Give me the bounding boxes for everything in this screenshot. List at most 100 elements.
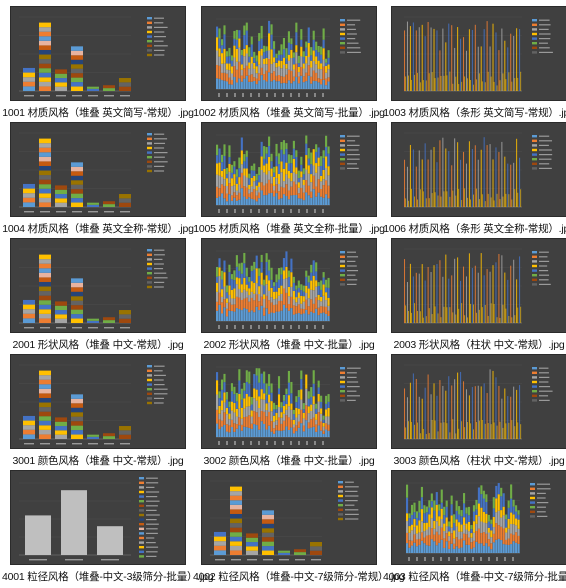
bar-segment xyxy=(280,430,283,437)
bar-segment xyxy=(240,69,243,76)
column xyxy=(97,526,123,555)
bar-segment xyxy=(250,44,253,57)
bar-segment xyxy=(327,185,330,199)
chart-thumbnail[interactable] xyxy=(10,238,186,333)
chart-thumbnail[interactable] xyxy=(391,238,566,333)
column xyxy=(415,272,417,323)
bar-segment xyxy=(423,531,426,538)
bar-segment xyxy=(218,38,221,49)
legend-label xyxy=(539,51,553,53)
bar-segment xyxy=(445,506,448,518)
bar-segment xyxy=(292,305,295,315)
bar-segment xyxy=(253,293,256,301)
thumbnail-item[interactable]: 3003 颜色风格（柱状 中文-常规）.jpg xyxy=(391,354,566,469)
chart-thumbnail[interactable] xyxy=(391,6,566,101)
thumbnail-chart xyxy=(19,364,168,445)
bar-segment xyxy=(250,410,253,417)
legend-label xyxy=(146,551,158,553)
thumbnail-item[interactable]: 4003 粒径风格（堆叠-中文-7级筛分-批量）.jpg xyxy=(383,470,566,585)
file-caption[interactable]: 2002 形状风格（堆叠 中文-批量）.jpg xyxy=(203,339,375,351)
chart-thumbnail[interactable] xyxy=(10,122,186,217)
column xyxy=(445,254,447,323)
thumbnail-item[interactable]: 2001 形状风格（堆叠 中文-常规）.jpg xyxy=(10,238,186,353)
file-caption[interactable]: 3002 颜色风格（堆叠 中文-批量）.jpg xyxy=(203,455,375,467)
file-caption[interactable]: 3003 颜色风格（柱状 中文-常规）.jpg xyxy=(393,455,565,467)
chart-thumbnail[interactable] xyxy=(10,354,186,449)
thumbnail-item[interactable]: 3001 颜色风格（堆叠 中文-常规）.jpg xyxy=(10,354,186,469)
legend-label xyxy=(146,542,156,544)
file-caption[interactable]: 1006 材质风格（条形 英文全称-常规）.jpg xyxy=(383,223,566,235)
chart-thumbnail[interactable] xyxy=(10,470,186,565)
chart-thumbnail[interactable] xyxy=(10,6,186,101)
chart-thumbnail[interactable] xyxy=(391,122,566,217)
bar-segment xyxy=(310,197,313,205)
bar-segment xyxy=(270,401,273,412)
bar-segment xyxy=(320,401,323,409)
bar-segment xyxy=(55,185,67,190)
bar-segment xyxy=(218,398,221,406)
thumbnail-item[interactable]: 1005 材质风格（堆叠 英文全称-批量）.jpg xyxy=(193,122,385,237)
legend-swatch xyxy=(340,376,345,379)
chart-thumbnail[interactable] xyxy=(391,470,566,565)
legend-label xyxy=(347,283,357,285)
thumbnail-item[interactable]: 3002 颜色风格（堆叠 中文-批量）.jpg xyxy=(201,354,377,469)
bar-segment xyxy=(260,421,263,437)
file-caption[interactable]: 2001 形状风格（堆叠 中文-常规）.jpg xyxy=(12,339,184,351)
bar-segment xyxy=(230,60,233,67)
thumbnail-item[interactable]: 2003 形状风格（柱状 中文-常规）.jpg xyxy=(391,238,566,353)
file-caption[interactable]: 2003 形状风格（柱状 中文-常规）.jpg xyxy=(393,339,565,351)
file-caption[interactable]: 4003 粒径风格（堆叠-中文-7级筛分-批量）.jpg xyxy=(383,571,566,583)
bar-segment xyxy=(268,72,271,89)
chart-thumbnail[interactable] xyxy=(201,122,377,217)
column xyxy=(443,75,445,91)
file-caption[interactable]: 4002 粒径风格（堆叠-中文-7级筛分-常规）.jpg xyxy=(193,571,405,583)
bar-segment xyxy=(230,178,233,187)
thumbnail-item[interactable]: 4002 粒径风格（堆叠-中文-7级筛分-常规）.jpg xyxy=(193,470,405,585)
bar-segment xyxy=(260,169,263,183)
bar-segment xyxy=(295,302,298,307)
thumbnail-item[interactable]: 4001 粒径风格（堆叠-中文-3级筛分-批量）.jpg xyxy=(2,470,214,585)
tick-label xyxy=(298,441,300,445)
bar-segment xyxy=(322,272,325,278)
legend-swatch xyxy=(139,490,144,494)
chart-thumbnail[interactable] xyxy=(201,470,377,565)
chart-thumbnail[interactable] xyxy=(391,354,566,449)
bar-segment xyxy=(310,289,313,300)
file-caption[interactable]: 4001 粒径风格（堆叠-中文-3级筛分-批量）.jpg xyxy=(2,571,214,583)
thumbnail-item[interactable]: 2002 形状风格（堆叠 中文-批量）.jpg xyxy=(201,238,377,353)
column xyxy=(505,193,507,207)
chart-thumbnail[interactable] xyxy=(201,238,377,333)
bar-segment xyxy=(445,500,448,507)
thumbnail-item[interactable]: 1002 材质风格（堆叠 英文简写-批量）.jpg xyxy=(193,6,385,121)
column xyxy=(430,272,432,323)
column xyxy=(430,394,432,439)
legend-swatch xyxy=(139,500,144,503)
bar-segment xyxy=(310,60,313,68)
file-caption[interactable]: 1003 材质风格（条形 英文简写-常规）.jpg xyxy=(383,107,566,119)
chart-thumbnail[interactable] xyxy=(201,354,377,449)
thumbnail-item[interactable]: 1003 材质风格（条形 英文简写-常规）.jpg xyxy=(383,6,566,121)
bar-segment xyxy=(273,282,276,287)
file-caption[interactable]: 1001 材质风格（堆叠 英文简写-常规）.jpg xyxy=(2,107,194,119)
file-caption[interactable]: 1005 材质风格（堆叠 英文全称-批量）.jpg xyxy=(193,223,385,235)
file-caption[interactable]: 3001 颜色风格（堆叠 中文-常规）.jpg xyxy=(12,455,184,467)
thumbnail-item[interactable]: 1006 材质风格（条形 英文全称-常规）.jpg xyxy=(383,122,566,237)
chart-thumbnail[interactable] xyxy=(201,6,377,101)
thumbnail-item[interactable]: 1001 材质风格（堆叠 英文简写-常规）.jpg xyxy=(2,6,194,121)
bar-segment xyxy=(238,157,241,169)
bar-segment xyxy=(477,516,480,529)
file-caption[interactable]: 1004 材质风格（堆叠 英文全称-常规）.jpg xyxy=(2,223,194,235)
bar-segment xyxy=(235,392,238,402)
tick-label xyxy=(282,325,284,329)
legend-swatch xyxy=(340,255,345,258)
bar-segment xyxy=(440,508,443,520)
file-caption[interactable]: 1002 材质风格（堆叠 英文简写-批量）.jpg xyxy=(193,107,385,119)
bar-segment xyxy=(39,138,51,144)
bar-segment xyxy=(238,408,241,418)
tick-label xyxy=(218,441,220,445)
thumbnail-item[interactable]: 1004 材质风格（堆叠 英文全称-常规）.jpg xyxy=(2,122,194,237)
tick-label xyxy=(88,443,98,445)
bar-segment xyxy=(507,507,510,519)
column xyxy=(419,189,421,207)
bar-segment xyxy=(228,70,231,78)
